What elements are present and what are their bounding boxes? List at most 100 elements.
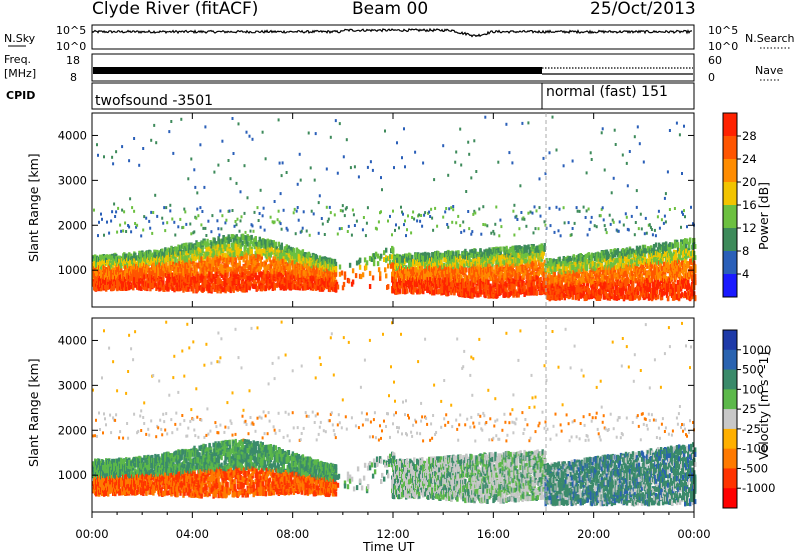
echo-cell xyxy=(246,196,249,200)
echo-cell xyxy=(449,259,452,265)
echo-cell xyxy=(432,262,435,268)
echo-cell xyxy=(206,238,209,244)
echo-cell xyxy=(245,255,248,261)
echo-cell xyxy=(471,292,474,298)
echo-cell xyxy=(396,253,399,259)
echo-cell xyxy=(154,193,157,197)
echo-cell xyxy=(201,210,204,213)
echo-cell xyxy=(164,229,167,233)
beam-title: Beam 00 xyxy=(352,0,428,19)
echo-cell xyxy=(339,209,342,213)
echo-cell xyxy=(98,220,100,224)
echo-cell xyxy=(341,204,344,208)
echo-cell xyxy=(244,230,247,234)
echo-cell xyxy=(231,117,234,120)
echo-cell xyxy=(463,229,466,233)
echo-cell xyxy=(338,227,341,231)
echo-cell xyxy=(176,277,179,283)
echo-cell xyxy=(179,262,182,268)
echo-cell xyxy=(115,210,118,214)
echo-cell xyxy=(277,209,280,213)
echo-cell xyxy=(159,286,162,292)
echo-cell xyxy=(322,285,326,291)
echo-cell xyxy=(361,272,365,278)
echo-cell xyxy=(300,267,304,273)
echo-cell xyxy=(105,286,108,292)
echo-cell xyxy=(167,286,170,292)
echo-cell xyxy=(193,270,196,276)
echo-cell xyxy=(336,171,339,175)
echo-cell xyxy=(172,151,175,155)
echo-cell xyxy=(97,283,100,289)
echo-cell xyxy=(254,236,257,242)
echo-cell xyxy=(230,276,233,282)
echo-cell xyxy=(261,130,264,134)
echo-cell xyxy=(179,217,182,221)
echo-cell xyxy=(260,249,263,254)
noise-left-label: N.Sky xyxy=(4,32,36,45)
echo-cell xyxy=(470,288,473,294)
echo-cell xyxy=(236,262,239,268)
echo-cell xyxy=(221,287,224,293)
echo-cell xyxy=(114,215,117,218)
echo-cell xyxy=(467,278,470,284)
echo-cell xyxy=(365,221,368,225)
echo-cell xyxy=(197,282,200,288)
echo-cell xyxy=(195,265,198,271)
echo-cell xyxy=(304,277,308,283)
echo-cell xyxy=(111,210,114,214)
echo-cell xyxy=(179,285,182,291)
echo-cell xyxy=(124,278,127,283)
frequency-panel: Freq. [MHz] 18 8 60 0 Nave xyxy=(4,53,783,84)
echo-cell xyxy=(312,264,316,270)
echo-cell xyxy=(229,177,232,181)
echo-cell xyxy=(233,224,236,228)
echo-cell xyxy=(135,225,138,229)
noise-panel: N.Sky 10^5 10^0 10^5 10^0 N.Search xyxy=(4,24,795,53)
echo-cell xyxy=(474,248,477,254)
echo-cell xyxy=(230,242,233,248)
echo-cell xyxy=(239,219,242,223)
echo-cell xyxy=(472,274,475,280)
echo-cell xyxy=(282,285,285,291)
echo-cell xyxy=(296,182,299,186)
echo-cell xyxy=(162,275,165,281)
echo-cell xyxy=(444,210,447,214)
echo-cell xyxy=(293,207,296,211)
echo-cell xyxy=(449,267,452,273)
echo-cell xyxy=(256,259,259,264)
echo-cell xyxy=(190,157,193,161)
echo-cell xyxy=(150,271,153,277)
echo-cell xyxy=(404,165,406,169)
echo-cell xyxy=(224,267,227,273)
echo-cell xyxy=(155,141,158,145)
echo-cell xyxy=(237,247,240,253)
echo-cell xyxy=(215,271,218,277)
echo-cell xyxy=(134,258,137,264)
echo-cell xyxy=(150,254,153,260)
echo-cell xyxy=(394,228,396,232)
echo-cell xyxy=(399,284,402,290)
echo-cell xyxy=(443,257,446,262)
echo-cell xyxy=(295,209,298,213)
echo-cell xyxy=(240,251,243,256)
echo-cell xyxy=(204,275,207,281)
echo-cell xyxy=(286,228,289,232)
echo-cell xyxy=(176,270,179,275)
echo-cell xyxy=(277,268,280,274)
echo-cell xyxy=(185,222,188,226)
echo-cell xyxy=(457,257,460,263)
echo-cell xyxy=(474,211,477,215)
echo-cell xyxy=(273,200,276,203)
echo-cell xyxy=(97,153,99,157)
echo-cell xyxy=(467,293,470,298)
echo-cell xyxy=(221,139,224,143)
echo-cell xyxy=(174,255,177,261)
echo-cell xyxy=(149,281,152,287)
echo-cell xyxy=(169,267,172,273)
echo-cell xyxy=(368,270,372,276)
echo-cell xyxy=(385,273,388,279)
echo-cell xyxy=(334,119,337,123)
echo-cell xyxy=(229,286,232,292)
echo-cell xyxy=(203,185,206,189)
